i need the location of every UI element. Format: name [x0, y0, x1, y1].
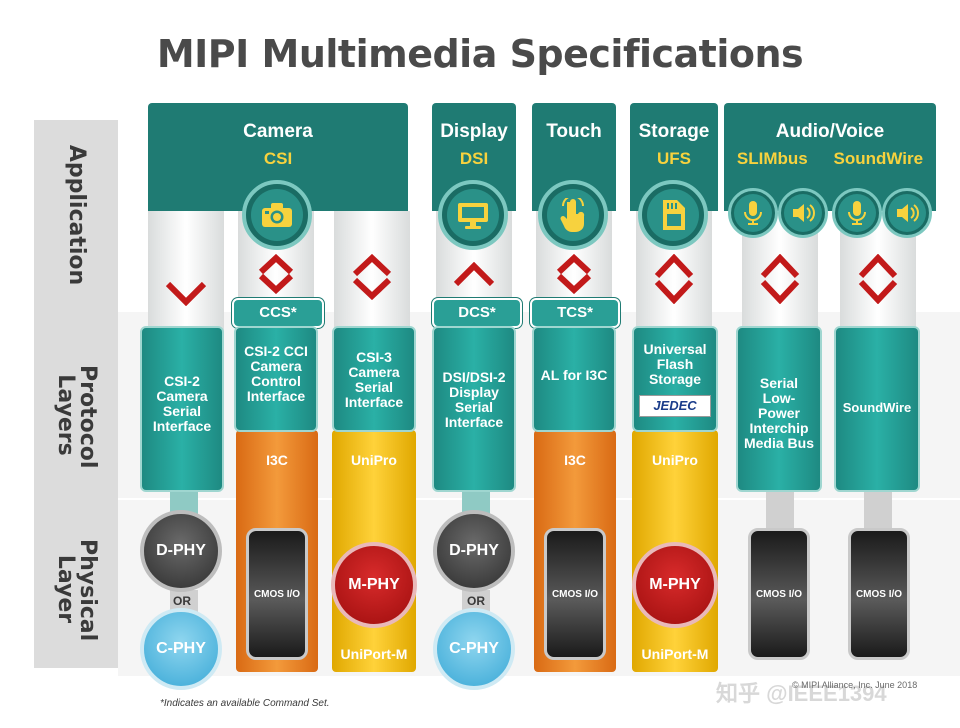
mic-icon-badge [728, 188, 778, 238]
ufs-label: UFS [657, 149, 691, 168]
cmos-io-block: CMOS I/O [246, 528, 308, 660]
unipro-label: UniPro [351, 452, 397, 468]
slimbus-label: SLIMbus [736, 149, 808, 168]
up-chevron-icon [454, 262, 494, 286]
dcs-command-set: DCS* [432, 298, 522, 328]
connector [766, 492, 794, 532]
mphy-circle: M-PHY [331, 542, 417, 628]
protocol-layer-label: Protocol Layers [53, 365, 100, 469]
i3c-label: I3C [266, 452, 288, 468]
uniport-label: UniPort-M [340, 646, 408, 662]
double-chevron-icon [258, 254, 294, 294]
double-chevron-icon [858, 254, 898, 304]
layer-sidebar: Application Protocol Layers Physical Lay… [34, 120, 118, 668]
tcs-command-set: TCS* [530, 298, 620, 328]
dphy-circle: D-PHY [140, 510, 222, 592]
touch-icon-badge [538, 180, 608, 250]
touch-title: Touch [546, 121, 602, 142]
touch-hand-icon [560, 198, 585, 232]
unipro-label: UniPro [652, 452, 698, 468]
mphy-circle: M-PHY [632, 542, 718, 628]
page-title: MIPI Multimedia Specifications [156, 32, 804, 76]
camera-icon [262, 203, 292, 227]
camera-title: Camera [243, 121, 313, 142]
jedec-logo: JEDEC [639, 395, 711, 417]
speaker-icon [793, 204, 815, 222]
speaker-icon-badge [882, 188, 932, 238]
camera-icon-badge [242, 180, 312, 250]
csi2-protocol-box: CSI-2 Camera Serial Interface [140, 326, 224, 492]
ufs-protocol-box: Universal Flash Storage JEDEC [632, 326, 718, 432]
watermark: 知乎 @IEEE1394 [716, 681, 887, 706]
speaker-icon-badge [778, 188, 828, 238]
display-title: Display [440, 121, 508, 142]
or-label: OR [173, 594, 191, 608]
cmos-io-block: CMOS I/O [848, 528, 910, 660]
sd-card-icon [663, 200, 685, 230]
cmos-io-block: CMOS I/O [544, 528, 606, 660]
ccs-command-set: CCS* [232, 298, 324, 328]
soundwire-label: SoundWire [833, 149, 924, 168]
soundwire-protocol-box: SoundWire [834, 326, 920, 492]
copyright: © MIPI Alliance, Inc. June 2018 [792, 680, 918, 690]
down-chevron-icon [166, 282, 206, 306]
cphy-circle: C-PHY [433, 608, 515, 690]
audio-title: Audio/Voice [775, 121, 885, 142]
csi-label: CSI [263, 149, 293, 168]
monitor-icon [458, 203, 488, 229]
physical-layer-label: Physical Layer [53, 539, 100, 642]
connector [864, 492, 892, 532]
microphone-icon [848, 201, 866, 225]
mic-icon-badge [832, 188, 882, 238]
display-header: Display DSI [432, 103, 516, 211]
display-icon-badge [438, 180, 508, 250]
cmos-io-block: CMOS I/O [748, 528, 810, 660]
slimbus-protocol-box: Serial Low-Power Interchip Media Bus [736, 326, 822, 492]
or-label: OR [467, 594, 485, 608]
application-layer-label: Application [64, 144, 90, 286]
cci-protocol-box: CSI-2 CCI Camera Control Interface [234, 326, 318, 432]
speaker-icon [897, 204, 919, 222]
double-chevron-icon [760, 254, 800, 304]
microphone-icon [744, 201, 762, 225]
storage-icon-badge [638, 180, 708, 250]
pillar [148, 211, 224, 331]
dsi-protocol-box: DSI/DSI-2 Display Serial Interface [432, 326, 516, 492]
footnote: *Indicates an available Command Set. [160, 698, 330, 709]
double-chevron-icon [556, 254, 592, 294]
dphy-circle: D-PHY [433, 510, 515, 592]
i3c-label: I3C [564, 452, 586, 468]
al-i3c-protocol-box: AL for I3C [532, 326, 616, 432]
csi3-protocol-box: CSI-3 Camera Serial Interface [332, 326, 416, 432]
double-chevron-icon [654, 254, 694, 304]
pillar [334, 211, 410, 331]
double-chevron-icon [352, 254, 392, 300]
dsi-label: DSI [459, 149, 489, 168]
uniport-label: UniPort-M [641, 646, 709, 662]
storage-title: Storage [638, 121, 710, 142]
cphy-circle: C-PHY [140, 608, 222, 690]
